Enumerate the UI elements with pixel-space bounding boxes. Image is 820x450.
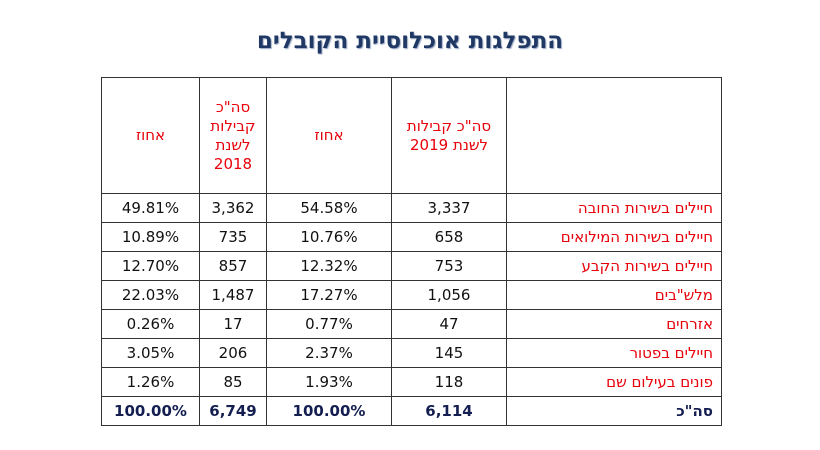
cell-total-2018: 17 bbox=[199, 309, 267, 339]
cell-total-2018: 735 bbox=[199, 222, 267, 252]
cell-total-2019: 753 bbox=[391, 251, 507, 281]
cell-total-2018: 85 bbox=[199, 367, 267, 397]
header-cell-total-2018: סה"כ קבילות לשנת 2018 bbox=[199, 77, 267, 194]
cell-total-2019: 1,056 bbox=[391, 280, 507, 310]
cell-label: מלש"בים bbox=[506, 280, 722, 310]
cell-total-2019: 118 bbox=[391, 367, 507, 397]
cell-total-2019: 658 bbox=[391, 222, 507, 252]
table-row: אזרחים 47 0.77% 17 0.26% bbox=[101, 309, 722, 339]
cell-pct-2018: 0.26% bbox=[101, 309, 200, 339]
cell-label: פונים בעילום שם bbox=[506, 367, 722, 397]
table-row: מלש"בים 1,056 17.27% 1,487 22.03% bbox=[101, 280, 722, 310]
header-cell-pct-2018: אחוז bbox=[101, 77, 200, 194]
table-row: חיילים בשירות הקבע 753 12.32% 857 12.70% bbox=[101, 251, 722, 281]
cell-total-2018: 6,749 bbox=[199, 396, 267, 426]
header-cell-pct-2019: אחוז bbox=[266, 77, 392, 194]
cell-pct-2018: 12.70% bbox=[101, 251, 200, 281]
cell-total-2018: 3,362 bbox=[199, 193, 267, 223]
cell-pct-2019: 0.77% bbox=[266, 309, 392, 339]
cell-label: אזרחים bbox=[506, 309, 722, 339]
cell-pct-2018: 10.89% bbox=[101, 222, 200, 252]
complaints-table: סה"כ קבילות לשנת 2019 אחוז סה"כ קבילות ל… bbox=[101, 77, 722, 426]
table-row: חיילים בשירות החובה 3,337 54.58% 3,362 49.81… bbox=[101, 193, 722, 223]
cell-pct-2019: 1.93% bbox=[266, 367, 392, 397]
header-cell-total-2019: סה"כ קבילות לשנת 2019 bbox=[391, 77, 507, 194]
cell-pct-2019: 10.76% bbox=[266, 222, 392, 252]
cell-pct-2019: 17.27% bbox=[266, 280, 392, 310]
cell-pct-2019: 54.58% bbox=[266, 193, 392, 223]
cell-label: סה"כ bbox=[506, 396, 722, 426]
cell-total-2018: 1,487 bbox=[199, 280, 267, 310]
table-row: חיילים בשירות המילואים 658 10.76% 735 10.89% bbox=[101, 222, 722, 252]
cell-pct-2018: 100.00% bbox=[101, 396, 200, 426]
cell-label: חיילים בשירות החובה bbox=[506, 193, 722, 223]
cell-total-2019: 145 bbox=[391, 338, 507, 368]
table-row: חיילים בפטור 145 2.37% 206 3.05% bbox=[101, 338, 722, 368]
cell-pct-2018: 3.05% bbox=[101, 338, 200, 368]
cell-pct-2019: 100.00% bbox=[266, 396, 392, 426]
cell-label: חיילים בשירות המילואים bbox=[506, 222, 722, 252]
cell-pct-2018: 49.81% bbox=[101, 193, 200, 223]
header-row: סה"כ קבילות לשנת 2019 אחוז סה"כ קבילות ל… bbox=[101, 77, 722, 194]
cell-total-2018: 857 bbox=[199, 251, 267, 281]
page-title: התפלגות אוכלוסיית הקובלים bbox=[256, 28, 564, 54]
header-cell-label bbox=[506, 77, 722, 194]
cell-total-2019: 6,114 bbox=[391, 396, 507, 426]
cell-pct-2018: 22.03% bbox=[101, 280, 200, 310]
cell-total-2019: 47 bbox=[391, 309, 507, 339]
cell-label: חיילים בשירות הקבע bbox=[506, 251, 722, 281]
cell-pct-2018: 1.26% bbox=[101, 367, 200, 397]
cell-label: חיילים בפטור bbox=[506, 338, 722, 368]
cell-pct-2019: 2.37% bbox=[266, 338, 392, 368]
cell-total-2019: 3,337 bbox=[391, 193, 507, 223]
total-row: סה"כ 6,114 100.00% 6,749 100.00% bbox=[101, 396, 722, 426]
cell-pct-2019: 12.32% bbox=[266, 251, 392, 281]
table-row: פונים בעילום שם 118 1.93% 85 1.26% bbox=[101, 367, 722, 397]
cell-total-2018: 206 bbox=[199, 338, 267, 368]
